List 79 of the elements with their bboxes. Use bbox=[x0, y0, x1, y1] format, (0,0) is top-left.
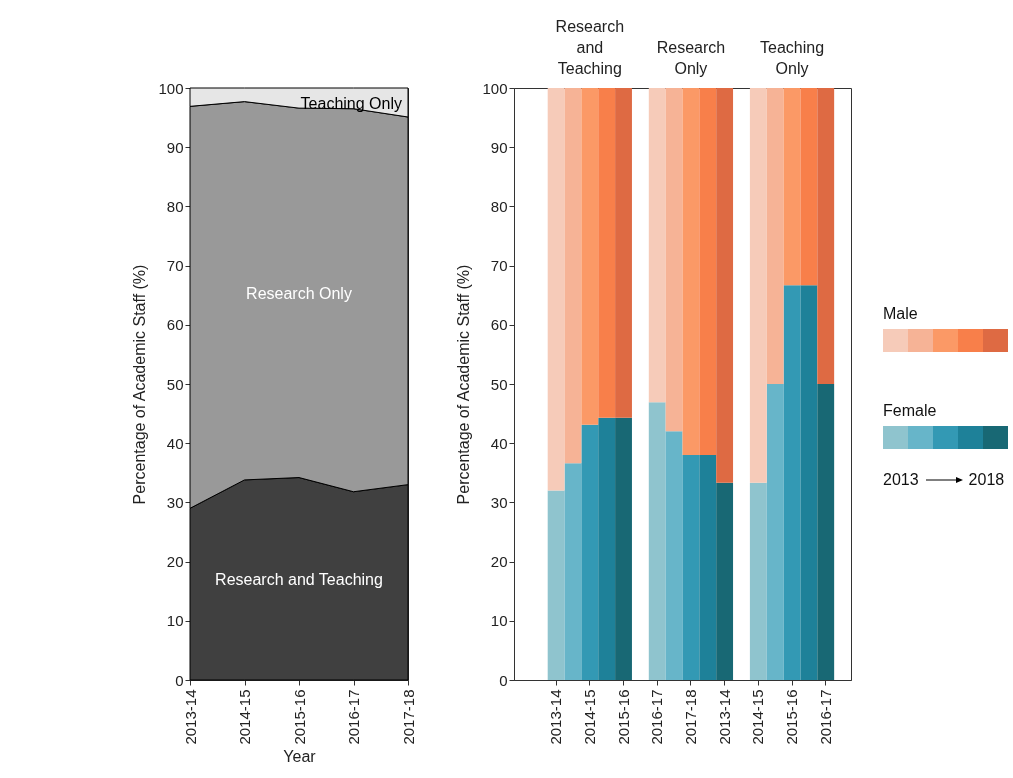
y-tick-label: 0 bbox=[499, 671, 508, 689]
bar bbox=[800, 285, 818, 680]
text: Research and Teaching bbox=[555, 18, 625, 77]
bar bbox=[749, 88, 767, 483]
bar bbox=[581, 424, 599, 680]
y-tick-label: 0 bbox=[175, 671, 184, 689]
y-tick-label: 50 bbox=[166, 375, 184, 393]
text: Teaching Only bbox=[760, 39, 825, 77]
x-tick-label: 2014-15 bbox=[236, 689, 253, 745]
bar bbox=[766, 88, 784, 384]
text: 2013 bbox=[883, 471, 919, 489]
series-label: Research Only bbox=[246, 284, 352, 302]
bar bbox=[699, 88, 717, 456]
y-tick-label: 80 bbox=[166, 197, 184, 215]
bar bbox=[581, 88, 599, 425]
y-tick-label: 40 bbox=[490, 434, 508, 452]
bar bbox=[783, 88, 801, 286]
bar bbox=[547, 88, 565, 491]
x-tick-label: 2015-16 bbox=[614, 689, 632, 745]
y-tick-label: 20 bbox=[166, 553, 184, 571]
y-axis-title: Percentage of Academic Staff (%) bbox=[455, 264, 473, 505]
bar bbox=[817, 384, 835, 680]
bar bbox=[648, 88, 666, 403]
y-tick-label: 40 bbox=[166, 434, 184, 452]
text: Female bbox=[883, 402, 938, 420]
y-tick-label: 100 bbox=[482, 79, 508, 97]
bar bbox=[682, 88, 700, 456]
x-tick-label: 2017-18 bbox=[399, 689, 417, 745]
bar bbox=[716, 88, 734, 483]
y-tick-label: 30 bbox=[490, 493, 508, 511]
text: 2018 bbox=[968, 471, 1005, 489]
bar bbox=[648, 402, 666, 680]
bar bbox=[665, 88, 683, 432]
series-label: Research and Teaching bbox=[215, 570, 383, 588]
y-tick-label: 10 bbox=[490, 612, 508, 630]
bar bbox=[564, 88, 582, 464]
bar bbox=[817, 88, 835, 384]
y-tick-label: 60 bbox=[166, 316, 184, 334]
x-tick-label: 2015-16 bbox=[783, 689, 801, 745]
y-tick-label: 10 bbox=[166, 612, 184, 630]
bar bbox=[699, 455, 717, 680]
bar bbox=[716, 482, 734, 680]
x-tick-label: 2016-17 bbox=[648, 689, 666, 745]
x-tick-label: 2014-15 bbox=[580, 689, 598, 745]
bar bbox=[682, 455, 700, 680]
y-tick-label: 90 bbox=[490, 138, 508, 156]
y-tick-label: 50 bbox=[490, 375, 508, 393]
bar bbox=[749, 482, 767, 680]
x-tick-label: 2017-18 bbox=[681, 689, 699, 745]
y-tick-label: 30 bbox=[166, 493, 184, 511]
bar bbox=[615, 88, 632, 418]
bar bbox=[800, 88, 818, 286]
x-tick-label: 2015-16 bbox=[290, 689, 308, 745]
bar bbox=[783, 285, 801, 680]
text: Research Only bbox=[656, 39, 726, 77]
bar bbox=[665, 431, 683, 680]
x-tick-label: 2014-15 bbox=[749, 689, 767, 745]
y-axis-title: Percentage of Academic Staff (%) bbox=[131, 264, 149, 505]
bar bbox=[598, 88, 616, 418]
bar bbox=[564, 463, 582, 680]
x-tick-label: 2013-14 bbox=[715, 689, 733, 745]
x-tick-label: 2016-17 bbox=[345, 689, 362, 745]
text: Male bbox=[883, 305, 919, 323]
y-tick-label: 70 bbox=[490, 257, 508, 275]
x-tick-label: 2013-14 bbox=[181, 689, 199, 745]
bar bbox=[547, 490, 565, 680]
x-axis-title: Year bbox=[283, 747, 317, 765]
y-tick-label: 100 bbox=[158, 79, 184, 97]
y-tick-label: 90 bbox=[166, 138, 184, 156]
bar bbox=[766, 384, 784, 680]
y-tick-label: 70 bbox=[166, 257, 184, 275]
y-tick-label: 80 bbox=[490, 197, 508, 215]
x-tick-label: 2016-17 bbox=[816, 689, 834, 745]
bar bbox=[615, 417, 632, 680]
x-tick-label: 2013-14 bbox=[547, 689, 565, 745]
series-label: Teaching Only bbox=[300, 94, 402, 112]
bar bbox=[598, 417, 616, 680]
y-tick-label: 20 bbox=[490, 553, 508, 571]
y-tick-label: 60 bbox=[490, 316, 508, 334]
